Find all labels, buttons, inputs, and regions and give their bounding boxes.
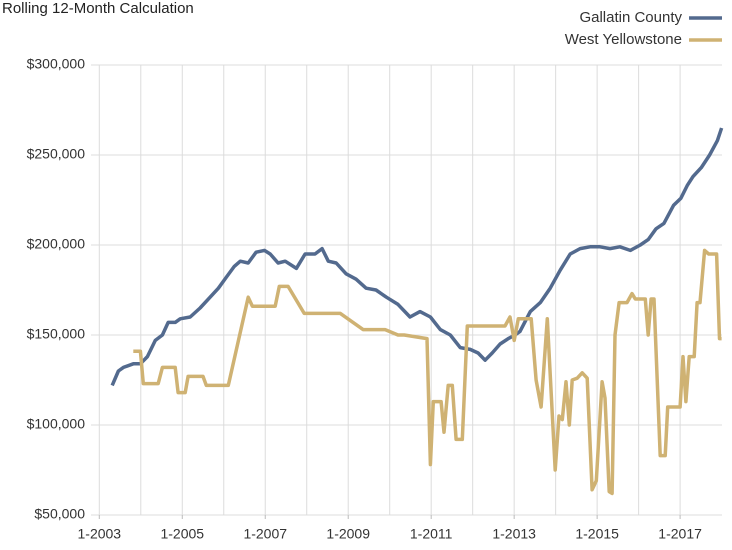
- legend-label: West Yellowstone: [565, 31, 682, 48]
- x-tick-label: 1-2011: [410, 526, 453, 542]
- x-tick-label: 1-2015: [575, 526, 619, 542]
- chart-title: Rolling 12-Month Calculation: [2, 0, 194, 17]
- series-line: [110, 127, 724, 387]
- y-tick-label: $100,000: [27, 416, 86, 432]
- legend-label: Gallatin County: [579, 9, 682, 26]
- series-line: [133, 248, 722, 496]
- x-tick-label: 1-2009: [326, 526, 370, 542]
- x-tick-label: 1-2013: [492, 526, 536, 542]
- y-tick-label: $250,000: [27, 146, 86, 162]
- y-tick-label: $300,000: [27, 56, 86, 72]
- x-tick-label: 1-2017: [658, 526, 702, 542]
- x-tick-label: 1-2007: [243, 526, 287, 542]
- y-tick-label: $50,000: [34, 506, 85, 522]
- x-tick-label: 1-2003: [78, 526, 122, 542]
- x-tick-label: 1-2005: [160, 526, 204, 542]
- y-tick-label: $200,000: [27, 236, 86, 252]
- y-tick-label: $150,000: [27, 326, 86, 342]
